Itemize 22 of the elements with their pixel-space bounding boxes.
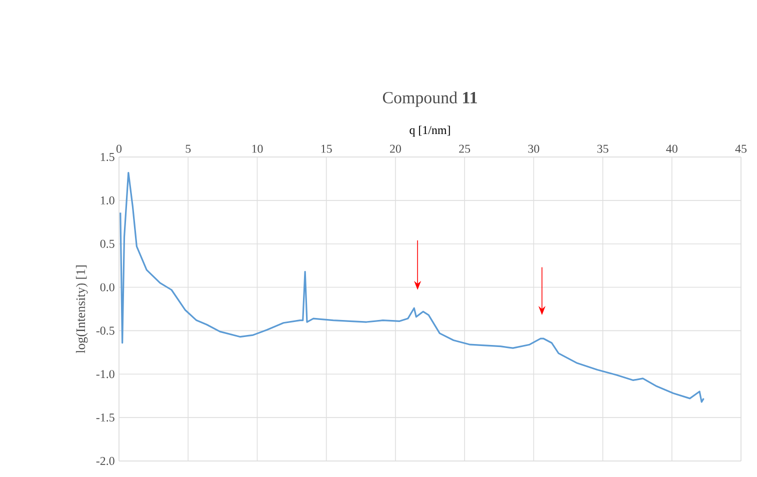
y-tick-label: -0.5 — [96, 326, 114, 335]
y-tick-label: 0.5 — [100, 240, 114, 248]
x-tick-label: 45 — [735, 144, 747, 153]
y-tick-label: 0.0 — [100, 283, 114, 292]
y-tick-label: -2.0 — [96, 456, 114, 466]
x-axis-title: q [1/nm] — [410, 126, 450, 137]
y-tick-label: 1.5 — [100, 152, 114, 162]
x-tick-label: 25 — [459, 144, 470, 153]
x-tick-label: 40 — [666, 144, 678, 153]
x-tick-label: 15 — [321, 144, 332, 153]
chart-title: Compound 11 — [382, 91, 477, 107]
y-tick-label: 1.0 — [100, 196, 114, 204]
y-tick-label: -1.5 — [96, 414, 114, 422]
y-tick-label: -1.0 — [96, 370, 114, 378]
x-tick-label: 35 — [597, 144, 608, 153]
x-tick-label: 10 — [252, 144, 263, 153]
x-tick-label: 30 — [528, 144, 540, 153]
line-series — [120, 172, 704, 403]
x-tick-label: 0 — [116, 144, 122, 153]
y-axis-title: log(Intensity) [1] — [76, 266, 88, 354]
x-tick-label: 5 — [186, 144, 191, 153]
x-tick-label: 20 — [390, 144, 401, 153]
